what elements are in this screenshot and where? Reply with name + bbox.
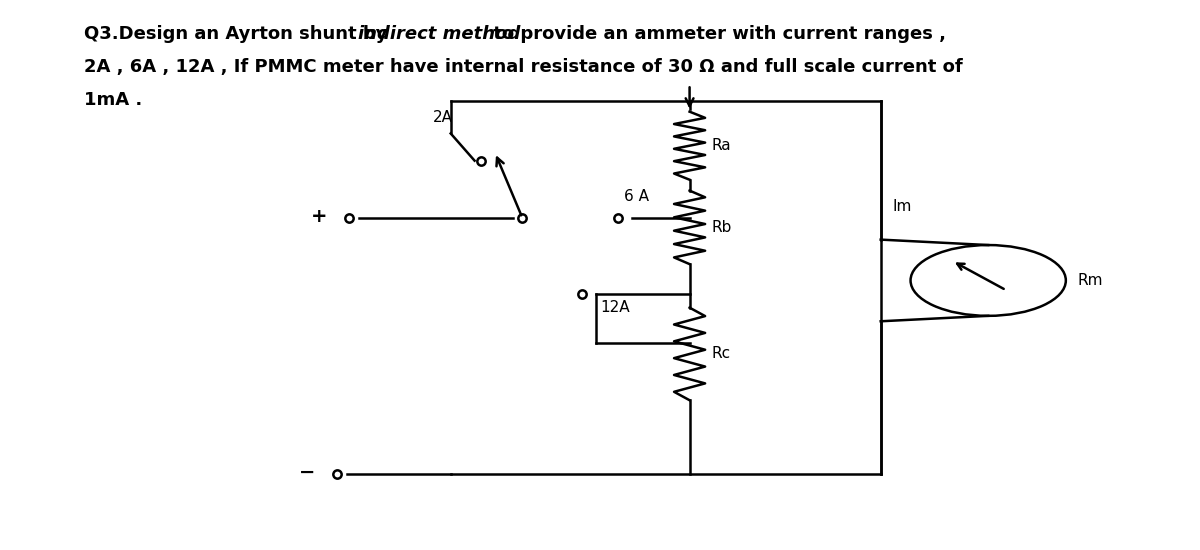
Text: Rc: Rc bbox=[712, 346, 731, 361]
Text: Rm: Rm bbox=[1078, 273, 1103, 288]
Text: 12A: 12A bbox=[600, 300, 630, 315]
Text: 1mA .: 1mA . bbox=[84, 91, 143, 109]
Text: Rb: Rb bbox=[712, 220, 732, 235]
Text: Q3.Design an Ayrton shunt by: Q3.Design an Ayrton shunt by bbox=[84, 25, 394, 43]
Text: indirect method: indirect method bbox=[358, 25, 520, 43]
Text: 6 A: 6 A bbox=[624, 189, 649, 204]
Text: −: − bbox=[299, 463, 316, 482]
Text: to provide an ammeter with current ranges ,: to provide an ammeter with current range… bbox=[487, 25, 947, 43]
Text: Im: Im bbox=[893, 200, 912, 215]
Text: 2A: 2A bbox=[433, 111, 452, 125]
Text: +: + bbox=[311, 207, 328, 226]
Text: Ra: Ra bbox=[712, 138, 731, 153]
Text: 2A , 6A , 12A , If PMMC meter have internal resistance of 30 Ω and full scale cu: 2A , 6A , 12A , If PMMC meter have inter… bbox=[84, 58, 962, 76]
